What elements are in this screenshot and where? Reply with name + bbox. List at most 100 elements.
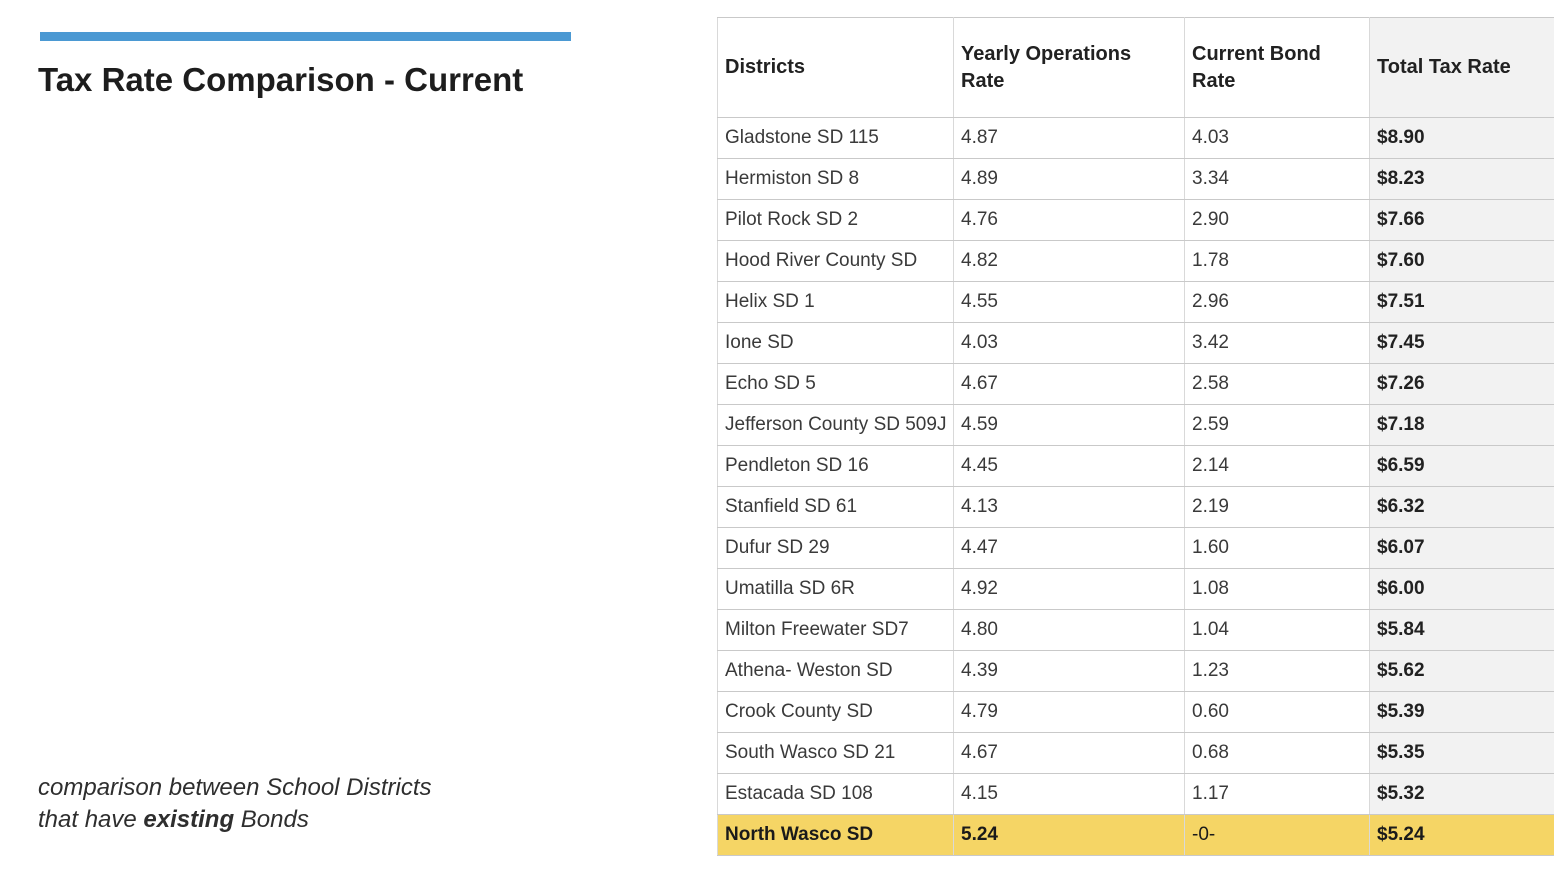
table-row: Crook County SD 4.79 0.60 $5.39 [717, 691, 1554, 733]
cell-bond-rate: 1.78 [1184, 240, 1370, 282]
cell-bond-rate: 2.59 [1184, 404, 1370, 446]
cell-total: $7.51 [1369, 281, 1554, 323]
cell-bond-rate: 1.17 [1184, 773, 1370, 815]
table-row: Hood River County SD 4.82 1.78 $7.60 [717, 240, 1554, 282]
cell-bond-rate: -0- [1184, 814, 1370, 856]
table-row: North Wasco SD 5.24 -0- $5.24 [717, 814, 1554, 856]
table-row: Stanfield SD 61 4.13 2.19 $6.32 [717, 486, 1554, 528]
table-row: Pilot Rock SD 2 4.76 2.90 $7.66 [717, 199, 1554, 241]
header-ops-rate: Yearly Operations Rate [953, 17, 1185, 118]
cell-district: Gladstone SD 115 [717, 117, 954, 159]
table-row: Dufur SD 29 4.47 1.60 $6.07 [717, 527, 1554, 569]
cell-ops-rate: 4.03 [953, 322, 1185, 364]
cell-district: South Wasco SD 21 [717, 732, 954, 774]
cell-ops-rate: 4.59 [953, 404, 1185, 446]
cell-ops-rate: 4.67 [953, 732, 1185, 774]
table-body: Gladstone SD 115 4.87 4.03 $8.90 Hermiston S… [717, 117, 1554, 856]
cell-total: $6.07 [1369, 527, 1554, 569]
cell-bond-rate: 3.42 [1184, 322, 1370, 364]
cell-district: Estacada SD 108 [717, 773, 954, 815]
cell-ops-rate: 4.89 [953, 158, 1185, 200]
cell-ops-rate: 4.92 [953, 568, 1185, 610]
table-header-row: Districts Yearly Operations Rate Current… [717, 17, 1554, 118]
cell-district: Umatilla SD 6R [717, 568, 954, 610]
cell-bond-rate: 0.60 [1184, 691, 1370, 733]
table-row: South Wasco SD 21 4.67 0.68 $5.35 [717, 732, 1554, 774]
table-row: Umatilla SD 6R 4.92 1.08 $6.00 [717, 568, 1554, 610]
table-row: Pendleton SD 16 4.45 2.14 $6.59 [717, 445, 1554, 487]
cell-total: $7.60 [1369, 240, 1554, 282]
caption-line2-suffix: Bonds [234, 806, 309, 833]
cell-total: $7.66 [1369, 199, 1554, 241]
caption-line2-bold: existing [143, 806, 235, 833]
cell-bond-rate: 3.34 [1184, 158, 1370, 200]
cell-district: Pilot Rock SD 2 [717, 199, 954, 241]
page-title: Tax Rate Comparison - Current [38, 61, 524, 98]
cell-bond-rate: 1.60 [1184, 527, 1370, 569]
cell-ops-rate: 4.80 [953, 609, 1185, 651]
cell-ops-rate: 4.47 [953, 527, 1185, 569]
cell-bond-rate: 0.68 [1184, 732, 1370, 774]
cell-ops-rate: 4.82 [953, 240, 1185, 282]
cell-ops-rate: 4.79 [953, 691, 1185, 733]
cell-ops-rate: 4.76 [953, 199, 1185, 241]
cell-total: $5.32 [1369, 773, 1554, 815]
cell-bond-rate: 2.96 [1184, 281, 1370, 323]
cell-district: Echo SD 5 [717, 363, 954, 405]
cell-total: $7.26 [1369, 363, 1554, 405]
header-total-rate: Total Tax Rate [1369, 17, 1554, 118]
cell-district: Stanfield SD 61 [717, 486, 954, 528]
cell-district: Crook County SD [717, 691, 954, 733]
header-districts: Districts [717, 17, 954, 118]
cell-ops-rate: 4.15 [953, 773, 1185, 815]
caption-line1: comparison between School Districts [38, 774, 432, 801]
cell-ops-rate: 5.24 [953, 814, 1185, 856]
cell-ops-rate: 4.13 [953, 486, 1185, 528]
cell-total: $7.45 [1369, 322, 1554, 364]
cell-bond-rate: 2.58 [1184, 363, 1370, 405]
cell-total: $5.24 [1369, 814, 1554, 856]
cell-district: Dufur SD 29 [717, 527, 954, 569]
cell-district: Ione SD [717, 322, 954, 364]
table-row: Athena- Weston SD 4.39 1.23 $5.62 [717, 650, 1554, 692]
header-bond-rate: Current Bond Rate [1184, 17, 1370, 118]
cell-total: $5.62 [1369, 650, 1554, 692]
title-accent-bar [40, 32, 571, 41]
cell-bond-rate: 2.19 [1184, 486, 1370, 528]
cell-total: $8.23 [1369, 158, 1554, 200]
cell-bond-rate: 1.04 [1184, 609, 1370, 651]
table-row: Hermiston SD 8 4.89 3.34 $8.23 [717, 158, 1554, 200]
cell-total: $6.32 [1369, 486, 1554, 528]
table-row: Milton Freewater SD7 4.80 1.04 $5.84 [717, 609, 1554, 651]
cell-bond-rate: 2.14 [1184, 445, 1370, 487]
table-row: Gladstone SD 115 4.87 4.03 $8.90 [717, 117, 1554, 159]
table-row: Estacada SD 108 4.15 1.17 $5.32 [717, 773, 1554, 815]
cell-district: Hood River County SD [717, 240, 954, 282]
cell-total: $5.35 [1369, 732, 1554, 774]
cell-total: $6.00 [1369, 568, 1554, 610]
cell-total: $5.84 [1369, 609, 1554, 651]
cell-total: $7.18 [1369, 404, 1554, 446]
cell-bond-rate: 1.23 [1184, 650, 1370, 692]
cell-district: Milton Freewater SD7 [717, 609, 954, 651]
cell-bond-rate: 4.03 [1184, 117, 1370, 159]
cell-ops-rate: 4.45 [953, 445, 1185, 487]
cell-ops-rate: 4.67 [953, 363, 1185, 405]
cell-district: Athena- Weston SD [717, 650, 954, 692]
cell-district: Helix SD 1 [717, 281, 954, 323]
cell-ops-rate: 4.87 [953, 117, 1185, 159]
cell-district: Jefferson County SD 509J [717, 404, 954, 446]
cell-district: Pendleton SD 16 [717, 445, 954, 487]
cell-total: $8.90 [1369, 117, 1554, 159]
cell-bond-rate: 2.90 [1184, 199, 1370, 241]
table-row: Echo SD 5 4.67 2.58 $7.26 [717, 363, 1554, 405]
tax-rate-table: Districts Yearly Operations Rate Current… [717, 17, 1554, 856]
cell-bond-rate: 1.08 [1184, 568, 1370, 610]
table-row: Helix SD 1 4.55 2.96 $7.51 [717, 281, 1554, 323]
table-row: Ione SD 4.03 3.42 $7.45 [717, 322, 1554, 364]
cell-total: $6.59 [1369, 445, 1554, 487]
cell-district: Hermiston SD 8 [717, 158, 954, 200]
cell-total: $5.39 [1369, 691, 1554, 733]
caption: comparison between School Districts that … [38, 772, 432, 836]
cell-district: North Wasco SD [717, 814, 954, 856]
